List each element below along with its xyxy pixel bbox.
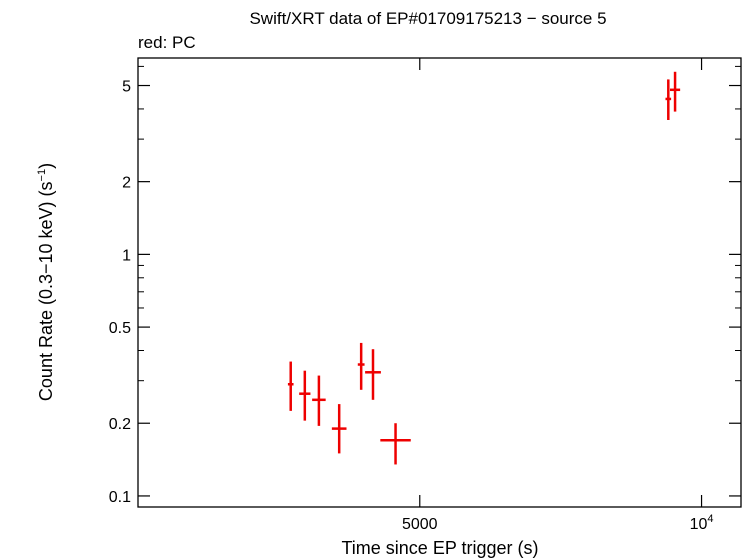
data-point-3 [331, 404, 347, 454]
y-tick-label-2: 0.5 [109, 320, 131, 337]
data-point-5 [365, 349, 381, 400]
plot-frame [137, 57, 742, 508]
data-point-8 [669, 71, 681, 112]
data-series-pc [287, 71, 681, 465]
y-axis-label-sup: −1 [36, 169, 48, 182]
data-point-1 [299, 370, 311, 421]
chart-subtitle: red: PC [138, 33, 196, 52]
y-tick-label-4: 2 [122, 175, 131, 192]
data-point-7 [665, 79, 672, 120]
y-axis-label-end: ) [36, 163, 56, 169]
x-tick-label-0: 5000 [402, 516, 438, 533]
data-point-0 [287, 361, 294, 411]
x-tick-label-1: 104 [690, 513, 714, 533]
y-tick-label-5: 5 [122, 79, 131, 96]
x-axis-ticks: 5000 104 [402, 58, 714, 533]
y-axis-label-main: Count Rate (0.3−10 keV) (s [36, 181, 56, 401]
x-axis-label: Time since EP trigger (s) [341, 538, 538, 558]
y-axis-ticks: 0.1 0.2 0.5 1 2 5 [109, 65, 741, 506]
data-point-6 [380, 423, 411, 465]
data-point-4 [357, 342, 365, 390]
y-tick-label-0: 0.1 [109, 489, 131, 506]
data-point-2 [312, 375, 326, 426]
y-axis-label: Count Rate (0.3−10 keV) (s−1) [36, 163, 56, 401]
y-tick-label-3: 1 [122, 247, 131, 264]
chart-title: Swift/XRT data of EP#01709175213 − sourc… [249, 9, 606, 28]
y-tick-label-1: 0.2 [109, 416, 131, 433]
